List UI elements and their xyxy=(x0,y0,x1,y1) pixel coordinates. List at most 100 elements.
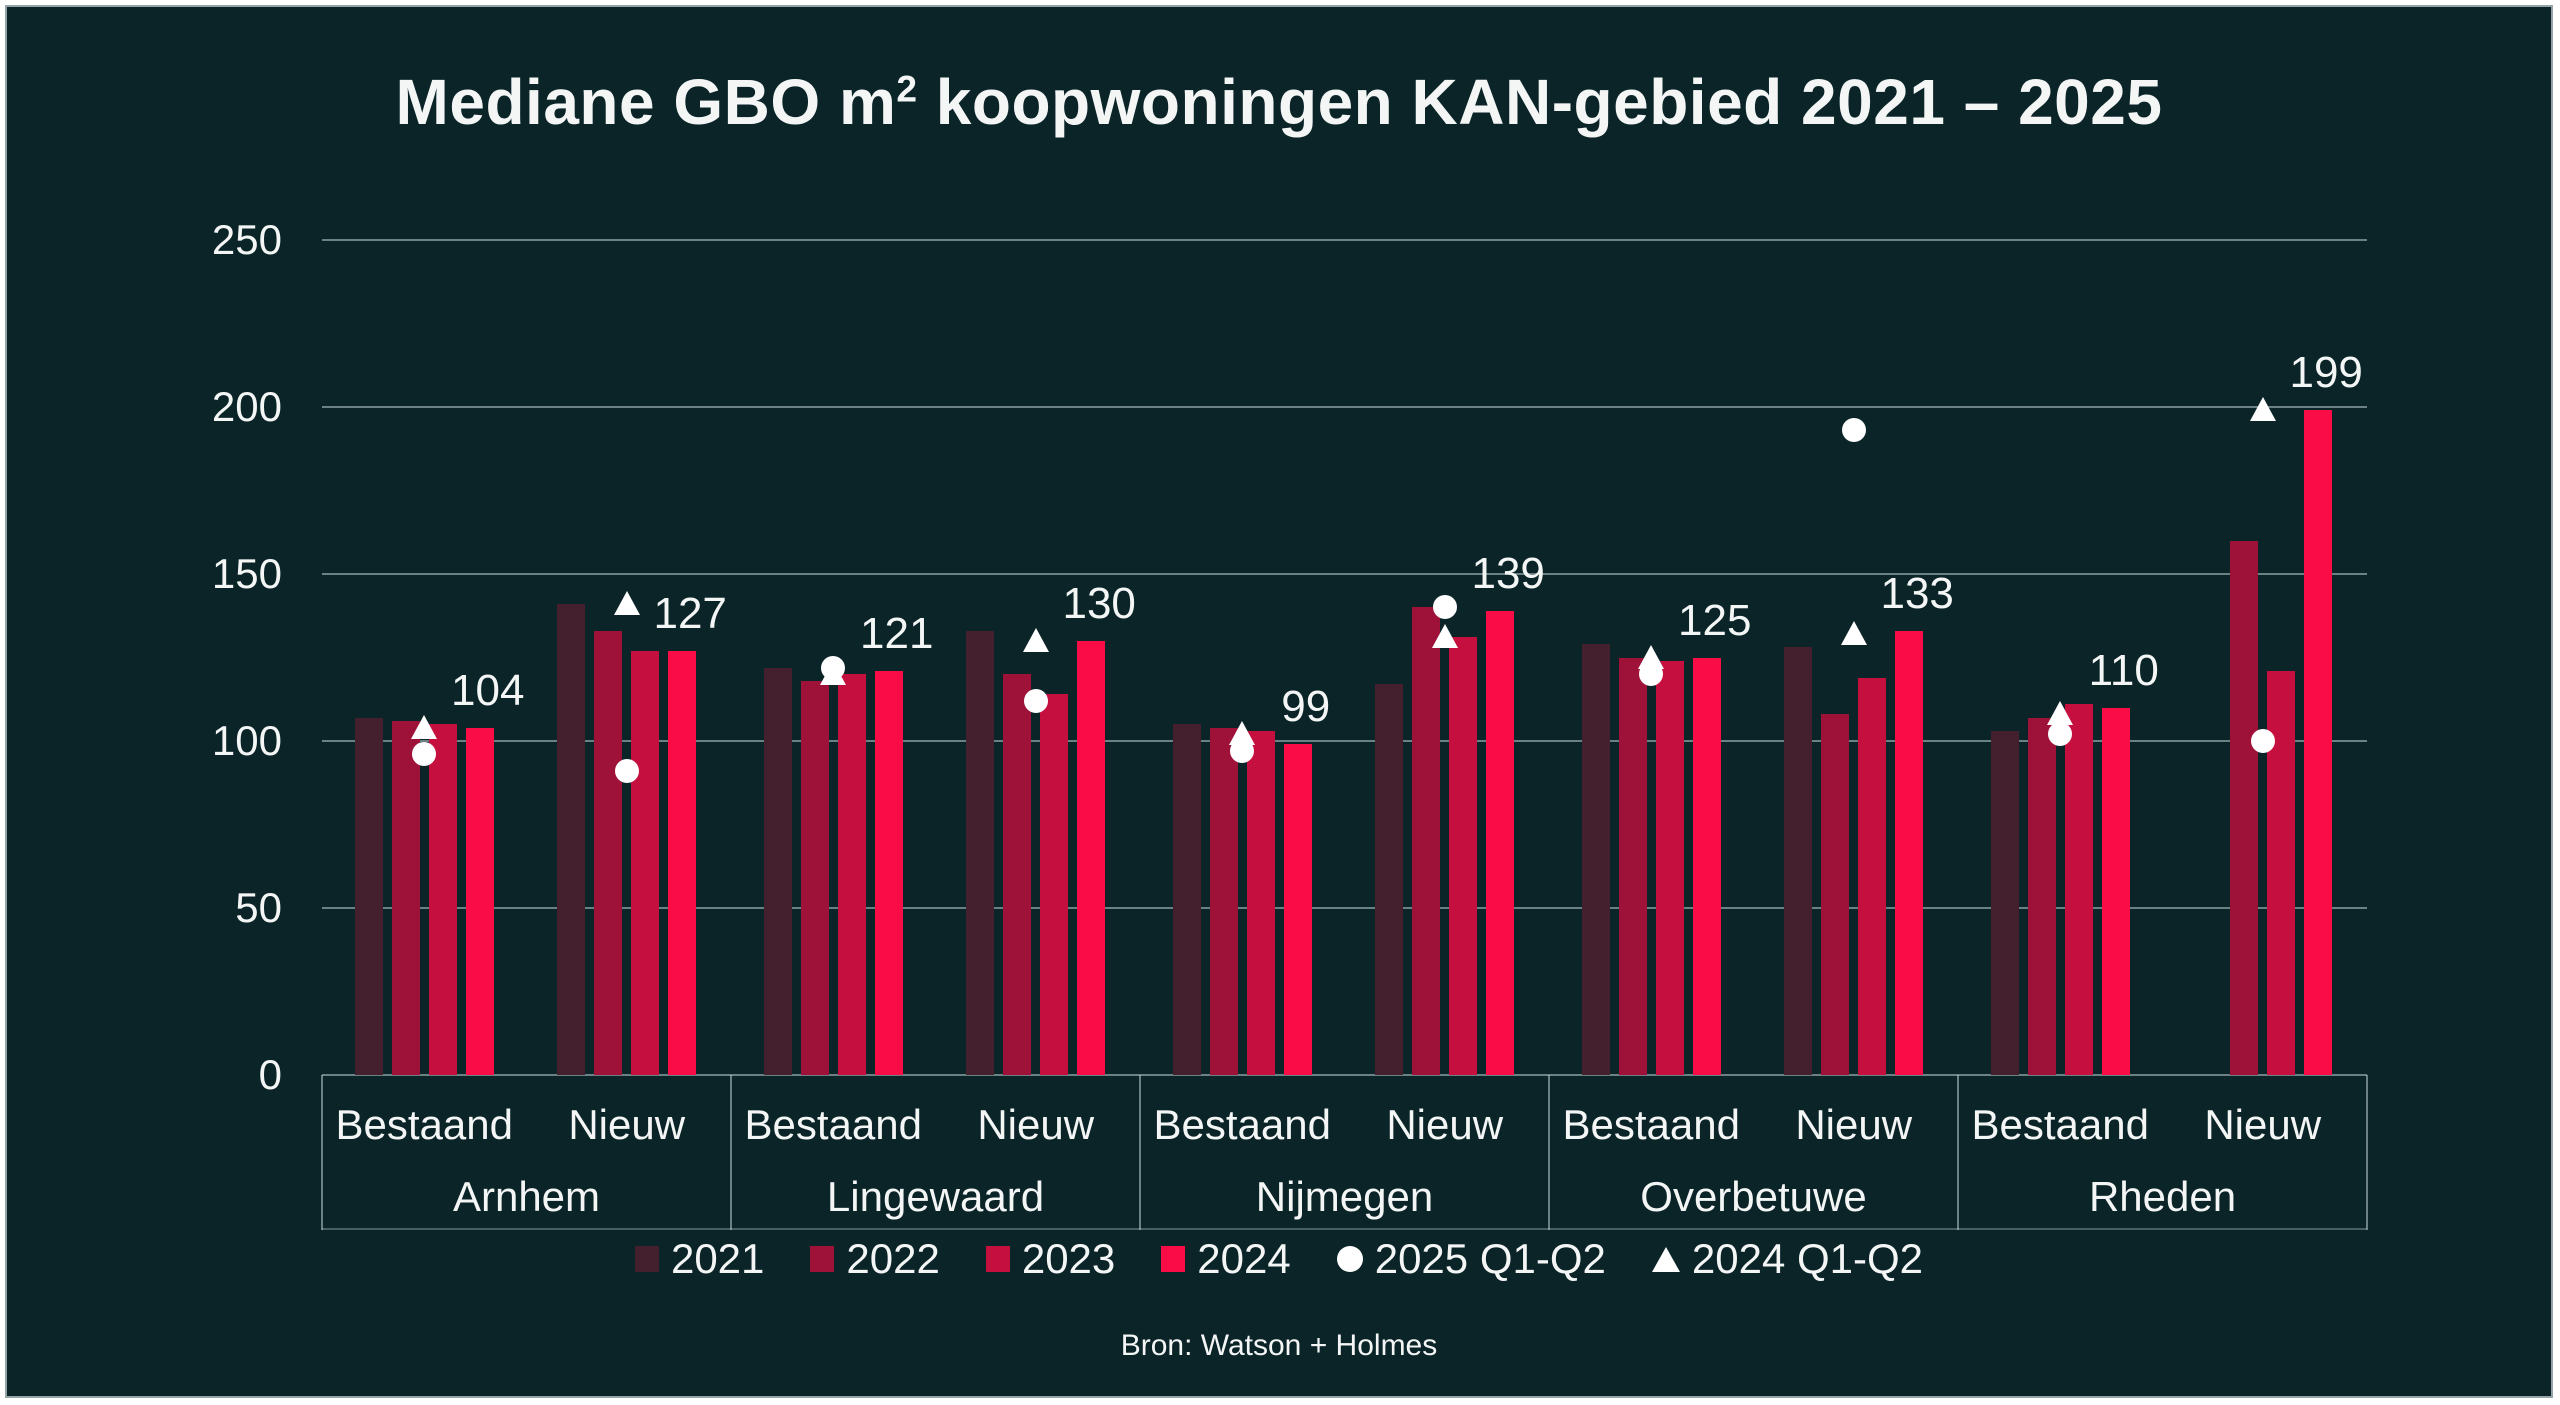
circle-marker-2025-q1q2 xyxy=(821,655,846,680)
bar-value-label: 199 xyxy=(2289,348,2363,398)
gridline-100 xyxy=(322,740,2367,742)
bar-overbetuwe-nieuw-2024 xyxy=(1895,630,1924,1075)
legend-label: 2024 Q1-Q2 xyxy=(1691,1235,1924,1282)
bar-overbetuwe-bestaand-2023 xyxy=(1655,660,1684,1075)
bar-overbetuwe-nieuw-2022 xyxy=(1821,714,1850,1075)
x-sublabel: Bestaand xyxy=(1153,1101,1331,1148)
triangle-marker-2024-q1q2 xyxy=(1840,621,1867,646)
bar-nijmegen-bestaand-2024 xyxy=(1283,744,1312,1075)
legend-triangle-icon xyxy=(1651,1246,1680,1272)
bar-nijmegen-bestaand-2021 xyxy=(1172,724,1201,1075)
bar-nijmegen-nieuw-2023 xyxy=(1449,637,1478,1075)
chart-title-superscript: 2 xyxy=(896,67,918,110)
legend-label: 2021 xyxy=(670,1235,765,1282)
legend-item: 2023 xyxy=(985,1235,1116,1283)
legend-circle-icon xyxy=(1336,1246,1363,1272)
bar-rheden-bestaand-2021 xyxy=(1990,730,2019,1075)
bar-arnhem-bestaand-2024 xyxy=(465,727,494,1075)
circle-marker-2025-q1q2 xyxy=(1639,662,1664,687)
bar-value-label: 110 xyxy=(2088,645,2159,695)
legend-item: 2021 xyxy=(634,1235,765,1283)
gridline-150 xyxy=(322,573,2367,575)
y-tick-label: 250 xyxy=(211,216,282,263)
legend-item: 2024 Q1-Q2 xyxy=(1651,1235,1924,1283)
bar-value-label: 130 xyxy=(1062,578,1136,628)
city-label: Rheden xyxy=(2088,1173,2237,1220)
x-sublabel: Bestaand xyxy=(335,1101,513,1148)
city-label: Nijmegen xyxy=(1255,1173,1434,1220)
band-separator xyxy=(321,1075,323,1230)
band-separator xyxy=(1548,1075,1550,1230)
bar-nijmegen-bestaand-2023 xyxy=(1246,730,1275,1075)
bar-rheden-bestaand-2024 xyxy=(2101,707,2130,1075)
bar-rheden-bestaand-2022 xyxy=(2027,717,2056,1075)
bar-value-label: 99 xyxy=(1281,682,1331,732)
y-tick-label: 200 xyxy=(211,383,282,430)
y-tick-label: 0 xyxy=(258,1051,282,1098)
circle-marker-2025-q1q2 xyxy=(1841,418,1866,443)
bar-arnhem-bestaand-2021 xyxy=(354,717,383,1075)
city-label: Lingewaard xyxy=(826,1173,1045,1220)
y-tick-label: 150 xyxy=(211,550,282,597)
triangle-marker-2024-q1q2 xyxy=(411,714,438,739)
bar-lingewaard-nieuw-2021 xyxy=(966,630,995,1075)
bar-overbetuwe-bestaand-2021 xyxy=(1581,644,1610,1075)
bar-value-label: 139 xyxy=(1471,548,1545,598)
label-band-bottom-border xyxy=(322,1228,2367,1230)
triangle-marker-2024-q1q2 xyxy=(2249,397,2276,422)
circle-marker-2025-q1q2 xyxy=(1230,739,1255,764)
bar-arnhem-nieuw-2024 xyxy=(668,650,697,1075)
bar-rheden-nieuw-2022 xyxy=(2230,540,2259,1075)
chart-title: Mediane GBO m2 koopwoningen KAN-gebied 2… xyxy=(7,65,2551,139)
bar-rheden-nieuw-2024 xyxy=(2304,410,2333,1075)
bar-lingewaard-bestaand-2022 xyxy=(800,680,829,1075)
circle-marker-2025-q1q2 xyxy=(412,742,437,767)
circle-marker-2025-q1q2 xyxy=(2048,722,2073,747)
bar-arnhem-bestaand-2023 xyxy=(428,724,457,1075)
legend-item: 2022 xyxy=(810,1235,940,1283)
bar-overbetuwe-nieuw-2023 xyxy=(1858,677,1887,1075)
bar-nijmegen-nieuw-2022 xyxy=(1412,607,1441,1075)
chart-title-post: koopwoningen KAN-gebied 2021 – 2025 xyxy=(917,66,2163,138)
legend-item: 2024 xyxy=(1161,1235,1291,1283)
legend-label: 2024 xyxy=(1197,1235,1291,1282)
x-sublabel: Nieuw xyxy=(1795,1101,1913,1148)
chart-title-pre: Mediane GBO m xyxy=(395,66,897,138)
source-text: Bron: Watson + Holmes xyxy=(1120,1329,1438,1362)
legend-square-swatch xyxy=(810,1246,835,1272)
x-sublabel: Bestaand xyxy=(1562,1101,1740,1148)
band-separator xyxy=(2366,1075,2368,1230)
bar-lingewaard-nieuw-2023 xyxy=(1040,694,1069,1075)
legend-label: 2022 xyxy=(846,1235,940,1282)
bar-arnhem-nieuw-2023 xyxy=(631,650,660,1075)
bar-overbetuwe-nieuw-2021 xyxy=(1784,647,1813,1075)
legend-label: 2023 xyxy=(1021,1235,1116,1282)
triangle-marker-2024-q1q2 xyxy=(2047,701,2074,726)
band-separator xyxy=(730,1075,732,1230)
legend-square-swatch xyxy=(985,1246,1010,1272)
triangle-marker-2024-q1q2 xyxy=(1022,627,1049,652)
x-sublabel: Nieuw xyxy=(568,1101,686,1148)
bar-rheden-bestaand-2023 xyxy=(2064,704,2093,1075)
x-sublabel: Nieuw xyxy=(977,1101,1095,1148)
bar-lingewaard-bestaand-2023 xyxy=(837,674,866,1075)
circle-marker-2025-q1q2 xyxy=(1432,595,1457,620)
band-separator xyxy=(1139,1075,1141,1230)
y-tick-label: 100 xyxy=(211,717,282,764)
gridline-50 xyxy=(322,907,2367,909)
band-separator xyxy=(1957,1075,1959,1230)
bar-lingewaard-bestaand-2021 xyxy=(763,667,792,1075)
x-sublabel: Bestaand xyxy=(744,1101,922,1148)
bar-arnhem-nieuw-2022 xyxy=(594,630,623,1075)
bar-value-label: 104 xyxy=(451,665,525,715)
bar-value-label: 121 xyxy=(860,608,934,658)
chart-frame: Mediane GBO m2 koopwoningen KAN-gebied 2… xyxy=(5,5,2553,1398)
bar-nijmegen-nieuw-2024 xyxy=(1486,610,1515,1075)
gridline-0 xyxy=(322,1074,2367,1076)
circle-marker-2025-q1q2 xyxy=(2250,729,2275,753)
bar-nijmegen-nieuw-2021 xyxy=(1375,684,1404,1075)
triangle-marker-2024-q1q2 xyxy=(1431,624,1458,649)
legend: 2021 2022 2023 2024 2025 Q1-Q2 2024 Q1-Q2 xyxy=(7,1235,2551,1283)
bar-nijmegen-bestaand-2022 xyxy=(1209,727,1238,1075)
circle-marker-2025-q1q2 xyxy=(1023,688,1048,713)
